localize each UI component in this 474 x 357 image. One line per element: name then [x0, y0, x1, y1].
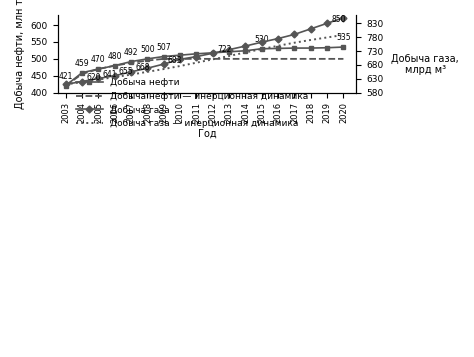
Добыча газа — инерционная динамика [259, 47, 264, 51]
Добыча нефти [161, 54, 166, 59]
Line: Добыча газа — инерционная динамика: Добыча газа — инерционная динамика [66, 35, 344, 84]
Добыча газа — инерционная динамика [63, 82, 69, 86]
Добыча газа — инерционная динамика [308, 38, 314, 42]
Добыча газа [112, 74, 118, 78]
Добыча нефти [63, 84, 69, 88]
Legend: Добыча нефти, Добыча нефти — инерционная динамика, Добыча газа, Добыча газа — ин: Добыча нефти, Добыча нефти — инерционная… [72, 75, 312, 132]
Text: 655: 655 [119, 67, 134, 76]
Добыча нефти [226, 50, 232, 54]
Добыча нефти [210, 51, 216, 55]
Добыча газа — инерционная динамика [177, 64, 183, 68]
Добыча газа [259, 40, 264, 44]
Добыча газа — инерционная динамика [79, 80, 85, 84]
Text: 421: 421 [58, 72, 73, 81]
Добыча нефти [259, 47, 264, 51]
Text: 492: 492 [124, 47, 138, 57]
Добыча нефти [128, 59, 134, 64]
Добыча газа [145, 66, 150, 70]
Добыча нефти — инерционная динамика [308, 57, 314, 61]
Добыча нефти — инерционная динамика [210, 57, 216, 61]
Добыча газа — инерционная динамика [145, 70, 150, 74]
Y-axis label: Добыча нефти, млн т: Добыча нефти, млн т [15, 0, 25, 109]
Добыча нефти — инерционная динамика [79, 72, 85, 76]
Добыча нефти — инерционная динамика [243, 57, 248, 61]
Text: 530: 530 [255, 35, 269, 44]
Добыча нефти — инерционная динамика [96, 67, 101, 71]
Добыча газа [226, 47, 232, 52]
Добыча газа — инерционная динамика [341, 33, 346, 37]
Добыча газа [243, 44, 248, 48]
Line: Добыча нефти — инерционная динамика: Добыча нефти — инерционная динамика [66, 59, 344, 86]
Text: 470: 470 [91, 55, 106, 64]
Добыча нефти — инерционная динамика [112, 64, 118, 68]
Добыча газа [308, 27, 314, 31]
Добыча газа [193, 54, 199, 59]
Добыча нефти [275, 46, 281, 51]
Y-axis label: Добыча газа,
млрд м³: Добыча газа, млрд м³ [391, 54, 459, 75]
Добыча газа — инерционная динамика [112, 75, 118, 79]
X-axis label: Год: Год [198, 129, 216, 139]
Добыча газа [210, 51, 216, 55]
Добыча нефти [308, 46, 314, 50]
Text: 722: 722 [217, 45, 231, 54]
Добыча газа — инерционная динамика [324, 35, 330, 40]
Добыча нефти — инерционная динамика [259, 57, 264, 61]
Добыча газа — инерционная динамика [243, 50, 248, 55]
Text: 480: 480 [108, 52, 122, 61]
Text: 620: 620 [86, 73, 101, 82]
Добыча газа [341, 16, 346, 20]
Добыча газа [128, 70, 134, 74]
Добыча газа — инерционная динамика [161, 67, 166, 71]
Добыча нефти [145, 57, 150, 61]
Добыча нефти [193, 52, 199, 56]
Добыча нефти — инерционная динамика [275, 57, 281, 61]
Добыча нефти — инерционная динамика [226, 57, 232, 61]
Добыча нефти [79, 71, 85, 75]
Добыча нефти — инерционная динамика [292, 57, 297, 61]
Добыча газа — инерционная динамика [128, 72, 134, 77]
Добыча нефти [292, 46, 297, 50]
Добыча нефти [112, 64, 118, 68]
Text: 500: 500 [140, 45, 155, 54]
Text: 641: 641 [102, 70, 117, 79]
Добыча нефти [96, 67, 101, 71]
Text: 535: 535 [336, 33, 351, 42]
Line: Добыча газа: Добыча газа [64, 15, 346, 87]
Добыча нефти — инерционная динамика [177, 57, 183, 61]
Добыча нефти [177, 53, 183, 57]
Добыча газа [292, 32, 297, 36]
Добыча газа — инерционная динамика [193, 61, 199, 65]
Text: 683: 683 [168, 56, 182, 65]
Text: 668: 668 [135, 64, 150, 72]
Text: 850: 850 [331, 15, 346, 24]
Добыча нефти [341, 45, 346, 49]
Добыча газа [79, 79, 85, 84]
Добыча газа [177, 57, 183, 61]
Добыча газа — инерционная динамика [96, 77, 101, 82]
Добыча нефти — инерционная динамика [341, 57, 346, 61]
Добыча газа — инерционная динамика [292, 41, 297, 45]
Добыча нефти [324, 46, 330, 50]
Text: 459: 459 [75, 59, 90, 68]
Добыча газа — инерционная динамика [275, 44, 281, 48]
Добыча газа [275, 36, 281, 41]
Добыча газа [161, 62, 166, 66]
Добыча нефти — инерционная динамика [145, 59, 150, 63]
Добыча нефти — инерционная динамика [128, 61, 134, 65]
Добыча нефти — инерционная динамика [193, 57, 199, 61]
Добыча газа [96, 76, 101, 81]
Добыча газа [63, 82, 69, 86]
Text: 507: 507 [156, 42, 171, 51]
Line: Добыча нефти: Добыча нефти [64, 45, 346, 88]
Добыча газа — инерционная динамика [226, 54, 232, 58]
Добыча нефти — инерционная динамика [161, 57, 166, 61]
Добыча нефти — инерционная динамика [324, 57, 330, 61]
Добыча газа — инерционная динамика [210, 57, 216, 61]
Добыча газа [324, 21, 330, 25]
Добыча нефти [243, 49, 248, 53]
Добыча нефти — инерционная динамика [63, 84, 69, 88]
